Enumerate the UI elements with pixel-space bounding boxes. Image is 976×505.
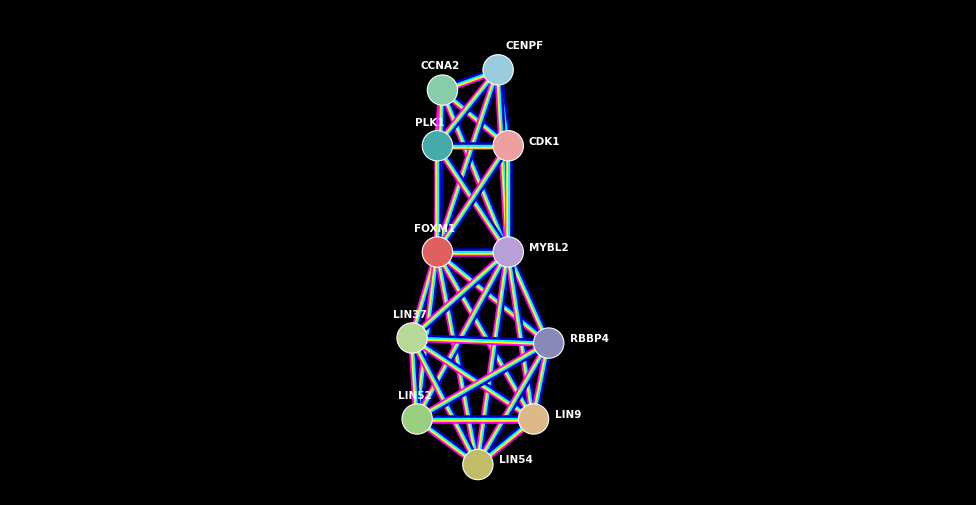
Text: FOXM1: FOXM1 — [414, 223, 456, 233]
Text: LIN54: LIN54 — [499, 454, 533, 465]
Circle shape — [423, 237, 453, 268]
Circle shape — [463, 449, 493, 480]
Circle shape — [493, 237, 523, 268]
Circle shape — [402, 404, 432, 434]
Text: RBBP4: RBBP4 — [570, 333, 609, 343]
Circle shape — [427, 76, 458, 106]
Text: LIN52: LIN52 — [398, 390, 431, 400]
Circle shape — [423, 131, 453, 162]
Text: LIN37: LIN37 — [392, 309, 427, 319]
Text: LIN9: LIN9 — [554, 409, 581, 419]
Text: PLK1: PLK1 — [415, 117, 444, 127]
Circle shape — [518, 404, 549, 434]
Circle shape — [397, 323, 427, 353]
Circle shape — [493, 131, 523, 162]
Text: MYBL2: MYBL2 — [530, 242, 569, 252]
Text: CDK1: CDK1 — [528, 136, 560, 146]
Circle shape — [483, 56, 513, 86]
Circle shape — [534, 328, 564, 359]
Text: CCNA2: CCNA2 — [421, 61, 460, 71]
Text: CENPF: CENPF — [506, 40, 544, 50]
